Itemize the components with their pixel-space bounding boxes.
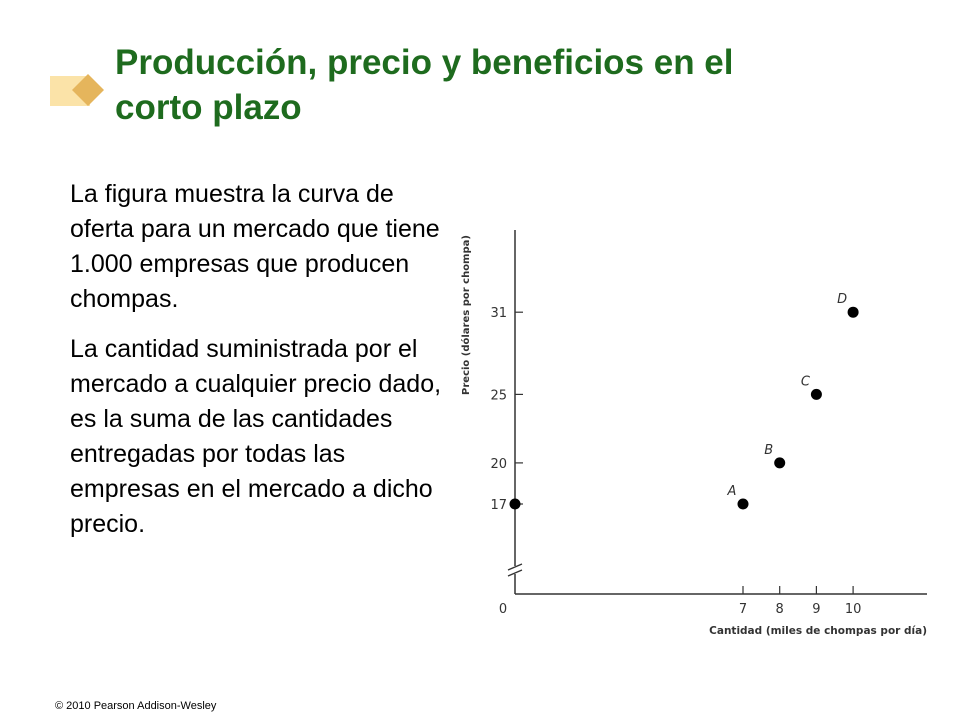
x-tick-label: 10 <box>845 602 862 617</box>
x-tick-label: 0 <box>499 602 507 617</box>
y-tick-label: 17 <box>490 498 507 513</box>
axis-break-mark <box>507 563 523 571</box>
data-point-b <box>774 457 786 469</box>
x-tick-label: 8 <box>776 602 784 617</box>
point-label-c: C <box>801 374 811 389</box>
y-tick-label: 20 <box>490 457 507 472</box>
x-axis-label: Cantidad (miles de chompas por día) <box>709 625 927 637</box>
data-point-a <box>737 498 749 510</box>
x-tick-label: 7 <box>739 602 747 617</box>
point-label-a: A <box>727 484 737 499</box>
supply-chart: 17 20 25 31 0 7 8 9 10 A B C D Precio (dólares por … <box>460 230 927 637</box>
chart-ticks: 17 20 25 31 0 7 8 9 10 <box>490 306 861 617</box>
axis-break-gap <box>509 566 521 574</box>
y-tick-label: 31 <box>490 306 507 321</box>
title-line-2: corto plazo <box>115 88 302 127</box>
paragraph-1: La figura muestra la curva de oferta par… <box>70 180 440 313</box>
data-point <box>509 498 521 510</box>
data-point-d <box>847 306 859 318</box>
y-tick-label: 25 <box>490 388 507 403</box>
chart-points: A B C D <box>509 292 859 510</box>
x-tick-label: 9 <box>812 602 820 617</box>
chart-axes <box>507 230 927 595</box>
body-text: La figura muestra la curva de oferta par… <box>70 177 450 557</box>
point-label-d: D <box>837 292 847 307</box>
logo-diamond-icon <box>50 74 104 106</box>
axis-break-mark <box>507 569 523 577</box>
data-point-c <box>810 388 822 400</box>
title-line-1: Producción, precio y beneficios en el <box>115 43 734 82</box>
point-label-b: B <box>764 443 773 458</box>
copyright-footer: © 2010 Pearson Addison-Wesley <box>55 700 217 712</box>
page-title: Producción, precio y beneficios en el co… <box>115 40 935 130</box>
y-axis-label: Precio (dólares por chompa) <box>460 235 472 395</box>
paragraph-2: La cantidad suministrada por el mercado … <box>70 335 442 538</box>
